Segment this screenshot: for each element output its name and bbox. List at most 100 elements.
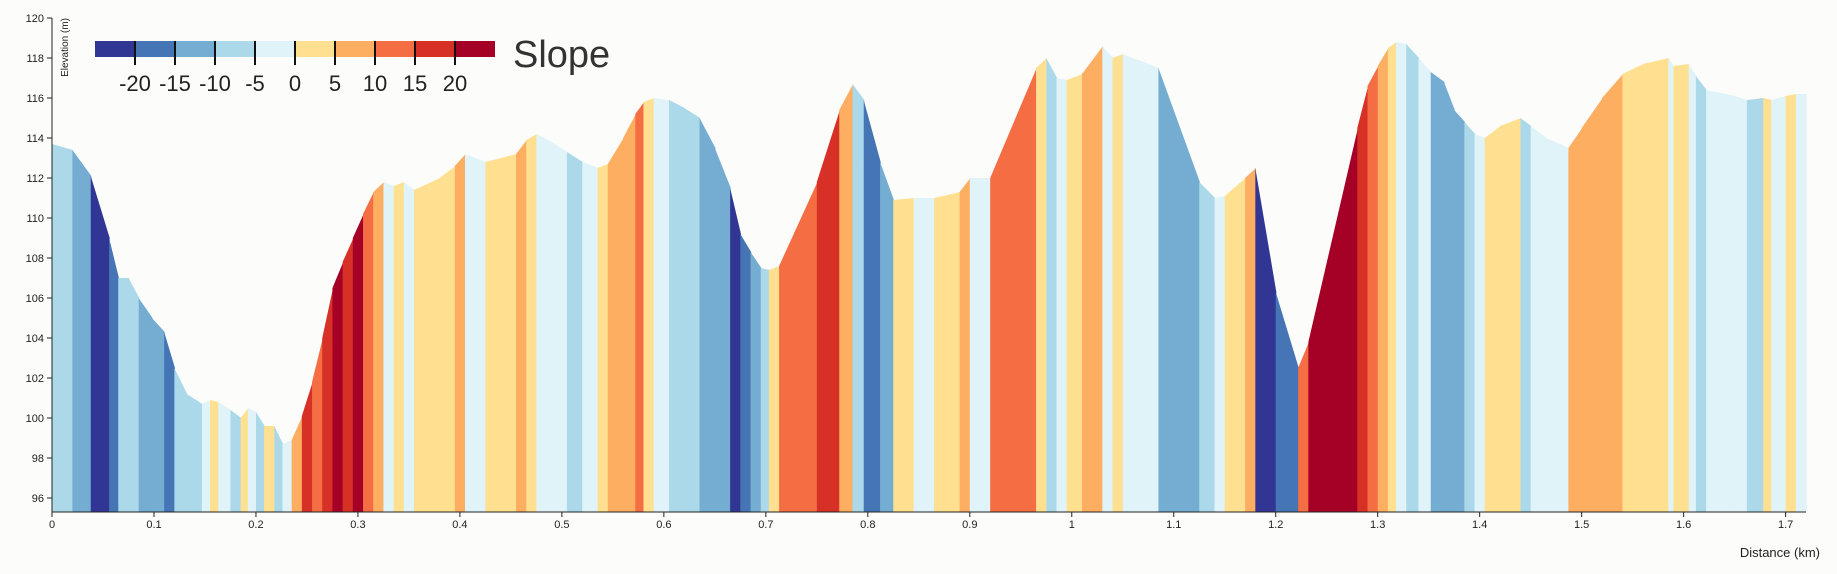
x-tick-label: 0.2 [248, 519, 263, 531]
slope-segment [863, 100, 881, 512]
legend-swatch [175, 41, 215, 57]
slope-segment [264, 426, 275, 512]
slope-segment [393, 182, 405, 512]
slope-segment [934, 192, 961, 512]
x-tick-label: 1.5 [1574, 519, 1589, 531]
slope-segment [164, 332, 175, 512]
legend-tick-label: -5 [245, 71, 265, 96]
slope-segment [1224, 178, 1246, 512]
slope-segment [282, 440, 293, 512]
y-tick-label: 114 [26, 133, 44, 145]
y-tick-label: 110 [26, 213, 44, 225]
slope-segment [1602, 74, 1624, 512]
slope-segment [607, 138, 624, 512]
y-tick-label: 96 [32, 493, 44, 505]
slope-segment [174, 368, 188, 512]
slope-segment [1418, 58, 1432, 512]
slope-segment [52, 144, 73, 512]
legend-tick-label: 5 [329, 71, 341, 96]
legend-swatch [335, 41, 375, 57]
y-tick-label: 98 [32, 453, 44, 465]
slope-segment [1158, 68, 1200, 512]
slope-segment [566, 152, 583, 512]
slope-segment [363, 192, 374, 512]
legend-tick-label: 0 [289, 71, 301, 96]
legend-tick-label: 15 [403, 71, 427, 96]
slope-segment [118, 278, 130, 512]
slope-legend: -20 -15 -10 -5 0 5 10 15 20 Slope [95, 34, 610, 96]
slope-segment [740, 234, 752, 512]
slope-segment [1746, 98, 1764, 512]
slope-segment [852, 84, 865, 512]
x-tick-label: 1.7 [1778, 519, 1793, 531]
slope-segment [839, 84, 854, 512]
slope-segment [383, 182, 395, 512]
slope-segment [109, 238, 119, 512]
slope-segment [643, 98, 655, 512]
slope-segment [465, 154, 487, 512]
slope-segment [1454, 110, 1465, 512]
slope-segment [312, 338, 323, 512]
slope-segment [1056, 78, 1068, 512]
slope-segment [1046, 58, 1058, 512]
slope-segment [635, 102, 645, 512]
x-tick-label: 1.6 [1676, 519, 1691, 531]
y-tick-label: 118 [26, 53, 44, 65]
x-tick-label: 1 [1069, 519, 1075, 531]
slope-segment [1642, 58, 1669, 512]
y-tick-label: 112 [26, 173, 44, 185]
legend-ticks: -20 -15 -10 -5 0 5 10 15 20 [119, 41, 467, 96]
slope-segment [1367, 66, 1379, 512]
slope-segment [1112, 54, 1124, 512]
slope-segment [1695, 76, 1707, 512]
x-axis: 0 0.1 0.2 0.3 0.4 0.5 0.6 0.7 0.8 0.9 1 1.1 1.2 1.3 1.… [49, 511, 1806, 531]
slope-segment [1464, 122, 1476, 512]
slope-segment [582, 162, 599, 512]
slope-segment [454, 154, 466, 512]
legend-tick-label: 10 [363, 71, 387, 96]
slope-segment [1214, 196, 1226, 512]
slope-segment [201, 400, 211, 512]
slope-segment [332, 262, 344, 512]
legend-swatch [375, 41, 415, 57]
slope-segment [322, 288, 334, 512]
legend-colorbar [95, 41, 495, 57]
slope-segment [230, 410, 242, 512]
slope-segment [1066, 74, 1083, 512]
slope-segment [1122, 54, 1160, 512]
x-tick-label: 0 [49, 519, 55, 531]
slope-segment [526, 134, 537, 512]
slope-segment [515, 140, 527, 512]
slope-segment [597, 164, 609, 512]
slope-segment [1795, 94, 1807, 512]
slope-segment [1036, 58, 1047, 512]
slope-segment [1443, 82, 1455, 512]
slope-segment [1430, 72, 1445, 512]
x-tick-label: 0.4 [452, 519, 467, 531]
slope-segment [536, 134, 553, 512]
legend-swatch [455, 41, 495, 57]
slope-segment [768, 266, 780, 512]
slope-segment [1734, 96, 1748, 512]
y-axis: 96 98 100 102 104 106 108 110 112 114 116 118 120 [26, 13, 53, 512]
slope-segment [485, 158, 502, 512]
legend-tick-label: -20 [119, 71, 151, 96]
slope-segment [255, 412, 265, 512]
slope-segment [1387, 42, 1397, 512]
x-tick-label: 0.1 [146, 519, 161, 531]
slope-segment [186, 394, 203, 512]
slope-segment [138, 298, 153, 512]
y-tick-label: 120 [26, 13, 44, 25]
slope-segment [1255, 168, 1277, 512]
slope-segment [623, 114, 636, 512]
slope-segment [760, 268, 770, 512]
x-tick-label: 0.8 [860, 519, 875, 531]
slope-segment [128, 278, 140, 512]
slope-segment [1520, 118, 1532, 512]
slope-segment [1668, 58, 1675, 512]
x-tick-label: 1.1 [1166, 519, 1181, 531]
legend-tick-label: -10 [199, 71, 231, 96]
slope-segment [653, 98, 670, 512]
slope-segment [72, 150, 92, 512]
